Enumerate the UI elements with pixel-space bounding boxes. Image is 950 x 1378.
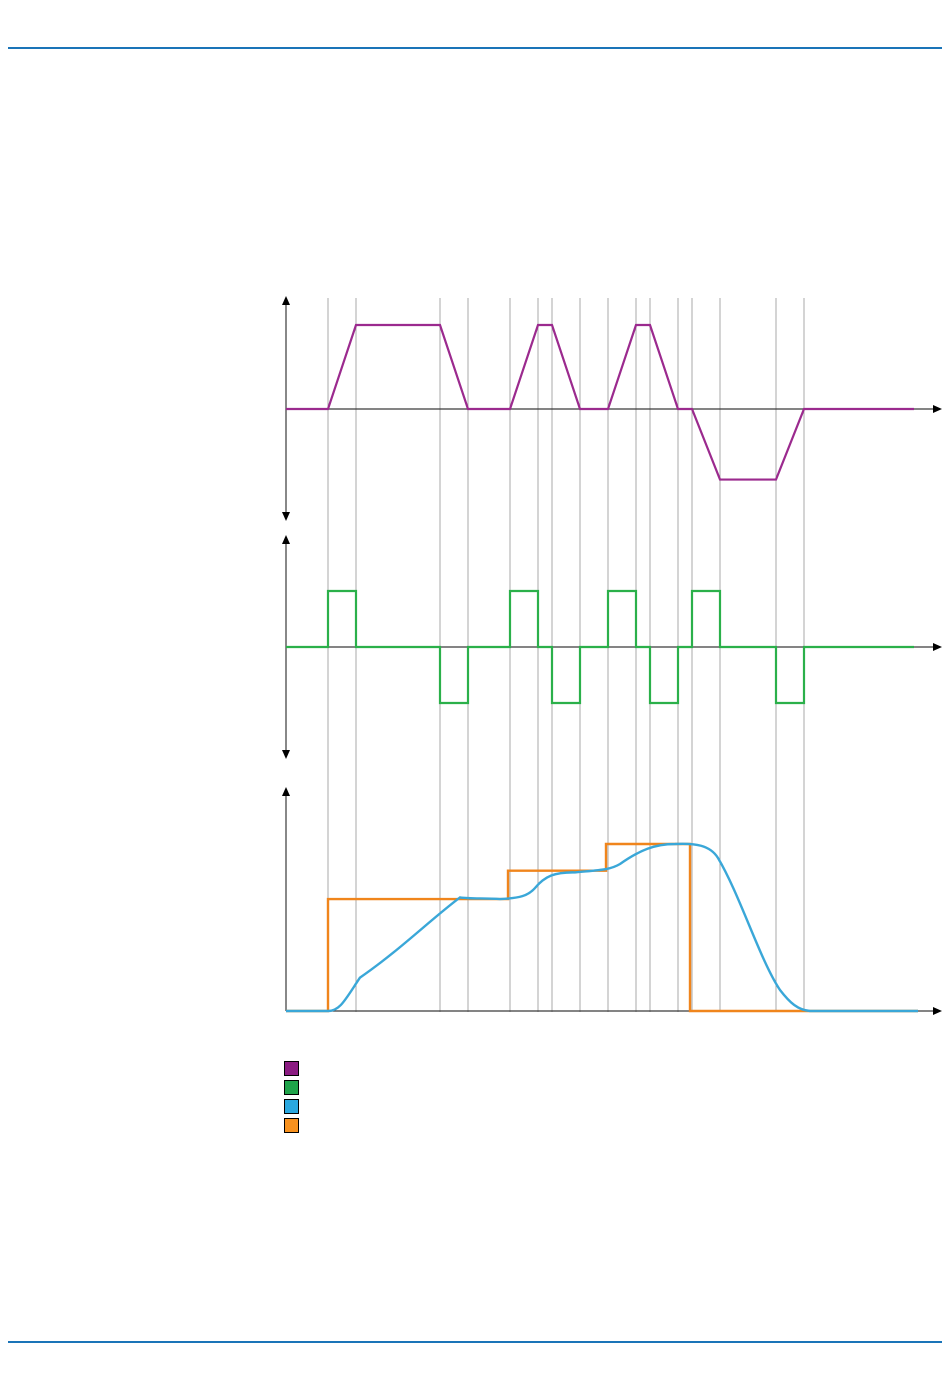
- y-axis-arrow-up: [282, 787, 290, 796]
- legend-item: [284, 1116, 307, 1135]
- y-axis-arrow-down: [282, 512, 290, 521]
- vertical-grid-lines: [327, 298, 805, 1012]
- series-line-green: [286, 589, 914, 705]
- x-axis-arrow: [933, 1007, 942, 1015]
- legend-swatch-blue: [284, 1099, 299, 1114]
- series-line-blue: [286, 842, 918, 1013]
- series-line-orange: [286, 842, 918, 1013]
- legend-swatch-green: [284, 1080, 299, 1095]
- legend-item: [284, 1059, 307, 1078]
- legend-swatch-purple: [284, 1061, 299, 1076]
- legend-item: [284, 1097, 307, 1116]
- chart-legend: [284, 1059, 307, 1135]
- chart-series: [286, 323, 918, 1013]
- x-axis-arrow: [933, 643, 942, 651]
- series-line-purple: [286, 323, 914, 481]
- y-axis-arrow-down: [282, 750, 290, 759]
- y-axis-arrow-up: [282, 535, 290, 544]
- y-axis-arrow-up: [282, 296, 290, 305]
- footer-rule: [8, 1341, 942, 1343]
- legend-item: [284, 1078, 307, 1097]
- chart-axes: [282, 296, 942, 1015]
- x-axis-arrow: [933, 405, 942, 413]
- legend-swatch-orange: [284, 1118, 299, 1133]
- header-rule: [8, 47, 942, 49]
